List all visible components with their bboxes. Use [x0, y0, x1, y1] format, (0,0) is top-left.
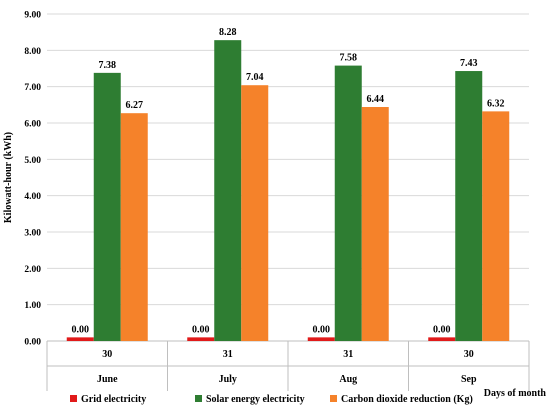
bar	[93, 72, 121, 342]
y-tick-label: 1.00	[24, 301, 41, 311]
data-label: 8.28	[219, 27, 237, 38]
bar	[482, 111, 510, 341]
x-axis-table: 30 June 31 July 31 Aug 30 Sep	[46, 341, 530, 391]
data-label: 7.38	[99, 60, 117, 71]
y-tick-label: 0.00	[24, 338, 41, 348]
legend: Grid electricity Solar energy electricity…	[70, 394, 473, 405]
x-day-label: 30	[102, 349, 112, 360]
bar	[120, 113, 148, 341]
x-axis-label: Days of month	[484, 388, 547, 399]
bar	[307, 337, 335, 341]
legend-swatch	[330, 395, 337, 402]
data-label: 6.32	[487, 98, 505, 109]
bar	[334, 65, 362, 342]
bar	[455, 71, 483, 341]
bars	[66, 40, 510, 342]
data-label: 7.58	[340, 53, 358, 64]
x-category-label: Aug	[339, 374, 357, 385]
y-tick-label: 9.00	[24, 11, 41, 21]
data-label: 7.04	[246, 72, 264, 83]
data-label: 7.43	[460, 58, 478, 69]
y-axis-ticks: 0.00 1.00 2.00 3.00 4.00 5.00 6.00 7.00 8.00 9.00	[24, 11, 41, 348]
x-day-label: 30	[464, 349, 474, 360]
bar	[361, 107, 389, 341]
data-label: 0.00	[72, 324, 90, 335]
x-category-label: June	[97, 374, 118, 385]
y-axis-label: Kilowatt-hour (kWh)	[3, 132, 14, 223]
y-tick-label: 6.00	[24, 120, 41, 130]
y-tick-label: 3.00	[24, 229, 41, 239]
y-tick-label: 8.00	[24, 47, 41, 57]
legend-swatch	[70, 395, 77, 402]
bar	[428, 337, 456, 341]
legend-swatch	[195, 395, 202, 402]
x-day-label: 31	[343, 349, 353, 360]
x-category-label: July	[219, 374, 237, 385]
y-tick-label: 4.00	[24, 192, 41, 202]
data-label: 0.00	[313, 324, 331, 335]
bar	[214, 40, 242, 341]
data-label: 6.27	[126, 100, 144, 111]
legend-label: Carbon dioxide reduction (Kg)	[341, 394, 473, 405]
data-label: 0.00	[433, 324, 451, 335]
bar	[66, 337, 94, 341]
y-tick-label: 2.00	[24, 265, 41, 275]
data-label: 6.44	[367, 94, 385, 105]
data-labels: 0.00 7.38 6.27 0.00 8.28 7.04 0.00 7.58 6.44 0.00…	[72, 27, 505, 335]
y-tick-label: 5.00	[24, 156, 41, 166]
bar	[187, 337, 215, 341]
x-category-label: Sep	[461, 374, 477, 385]
data-label: 0.00	[192, 324, 210, 335]
legend-label: Grid electricity	[81, 394, 146, 405]
y-tick-label: 7.00	[24, 83, 41, 93]
bar	[241, 85, 269, 341]
x-day-label: 31	[223, 349, 233, 360]
legend-label: Solar energy electricity	[206, 394, 305, 405]
